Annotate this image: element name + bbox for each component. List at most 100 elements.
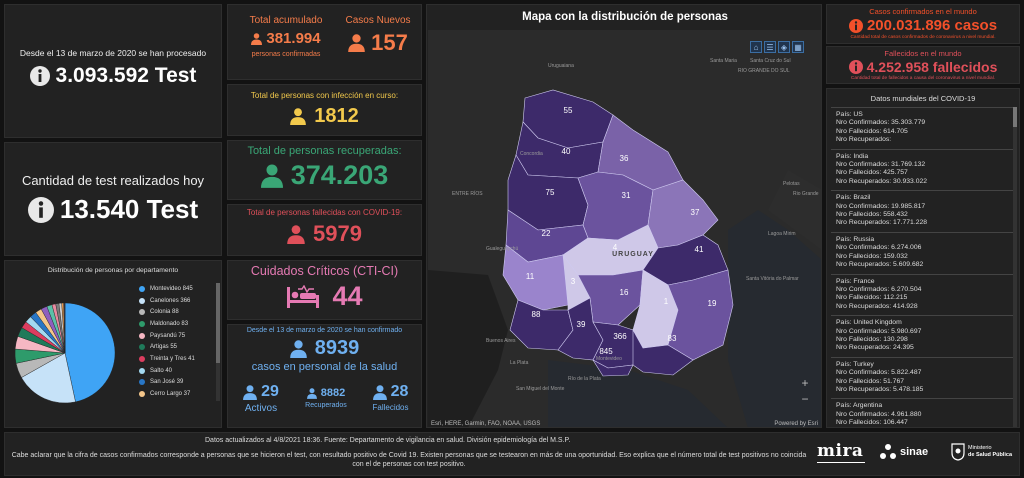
legend-swatch: [139, 285, 145, 292]
country-fall: Nro Fallecidos: 51.767: [836, 377, 905, 385]
legend-item[interactable]: Canelones 366: [139, 295, 215, 307]
world-list-title: Datos mundiales del COVID-19: [870, 94, 976, 103]
department-montevideo[interactable]: [592, 359, 634, 377]
department-value-label: 11: [526, 272, 535, 281]
legend-swatch: [139, 309, 145, 316]
health-staff-active-label: Activos: [244, 403, 278, 414]
country-rec: Nro Recuperados: 5.609.682: [836, 261, 924, 269]
msp-logo: Ministerio de Salud Pública: [951, 443, 1012, 461]
country-entry[interactable]: País: United Kingdom Nro Confirmados: 5.9…: [831, 316, 1013, 358]
department-value-label: 845: [599, 347, 613, 356]
person-icon: [290, 108, 307, 125]
country-rec: Nro Recuperados:: [836, 136, 892, 144]
cases-total-label: Total acumulado: [249, 15, 323, 26]
pie-slice-montevideo[interactable]: [64, 302, 116, 403]
person-icon: [260, 163, 283, 188]
country-rec: Nro Recuperados: 17.771.228: [836, 219, 928, 227]
country-conf: Nro Confirmados: 5.980.697: [836, 327, 922, 335]
legend-swatch: [139, 367, 145, 374]
health-staff-deaths-value: 28: [390, 383, 409, 400]
department-value-label: 55: [564, 106, 573, 115]
legend-item[interactable]: Colonia 88: [139, 306, 215, 318]
department-value-label: 75: [546, 188, 555, 197]
department-value-label: 16: [620, 288, 629, 297]
health-staff-recovered-label: Recuperados: [305, 402, 347, 409]
legend-item[interactable]: Artigas 55: [139, 341, 215, 353]
country-pais: País: US: [836, 111, 863, 118]
country-entry[interactable]: País: Brazil Nro Confirmados: 19.985.817 N…: [831, 191, 1013, 233]
country-conf: Nro Confirmados: 35.303.779: [836, 119, 926, 127]
zoom-out-button[interactable]: −: [801, 392, 809, 406]
country-rec: Nro Recuperados: 5.478.185: [836, 385, 924, 393]
active-cases-row: 1812: [228, 105, 421, 128]
country-entry[interactable]: País: Turkey Nro Confirmados: 5.822.487 Nr…: [831, 358, 1013, 400]
country-pais: País: India: [836, 152, 869, 160]
home-icon[interactable]: ⌂: [750, 41, 762, 53]
department-pie-chart: [14, 302, 116, 404]
world-deaths-row: 4.252.958 fallecidos: [827, 59, 1019, 75]
uruguay-map[interactable]: 55 40 36 75 31 37 22 4 41 11 3 16 1 19 88 39 366 83 845 UR…: [428, 30, 822, 428]
person-icon: [287, 224, 305, 244]
cases-new-value: 157: [371, 30, 408, 55]
place-label: Uruguaiana: [548, 63, 574, 69]
country-entry[interactable]: País: India Nro Confirmados: 31.769.132 Nr…: [831, 150, 1013, 192]
health-staff-total: 8939: [314, 337, 360, 359]
world-list-scrollbar[interactable]: [1013, 107, 1017, 427]
deaths-label: Total de personas fallecidas con COVID-1…: [246, 208, 403, 217]
world-deaths-label: Fallecidos en el mundo: [884, 49, 962, 58]
country-fall: Nro Fallecidos: 614.705: [836, 127, 908, 135]
recovered-value: 374.203: [290, 160, 389, 190]
country-fall: Nro Fallecidos: 558.432: [836, 211, 908, 219]
cases-total-panel: Total acumulado 381.994 personas confirm…: [227, 4, 422, 80]
list-icon[interactable]: ☰: [764, 41, 776, 53]
basemap-icon[interactable]: ▦: [792, 41, 804, 53]
country-entry[interactable]: País: France Nro Confirmados: 6.270.504 Nr…: [831, 275, 1013, 317]
department-rocha[interactable]: [667, 269, 734, 361]
country-entry[interactable]: País: US Nro Confirmados: 35.303.779 Nro F…: [831, 108, 1013, 150]
legend-label: Montevideo 845: [150, 285, 193, 292]
world-cases-row: 200.031.896 casos: [827, 17, 1019, 34]
hospital-bed-icon: [287, 284, 320, 308]
department-value-label: 3: [571, 277, 576, 286]
legend-item[interactable]: Paysandú 75: [139, 330, 215, 342]
country-pais: País: Argentina: [836, 402, 883, 410]
health-staff-label: casos en personal de la salud: [251, 361, 398, 373]
pie-slice-canelones[interactable]: [21, 352, 76, 404]
deaths-row: 5979: [228, 221, 421, 247]
department-value-label: 39: [577, 320, 586, 329]
map-panel[interactable]: Mapa con la distribución de personas: [426, 4, 822, 428]
country-pais: País: France: [836, 277, 875, 285]
department-value-label: 40: [562, 147, 571, 156]
legend-item[interactable]: Cerro Largo 37: [139, 388, 215, 400]
health-staff-total-row: 8939: [228, 337, 421, 360]
legend-label: Treinta y Tres 41: [150, 355, 195, 362]
world-deaths-sub: Cantidad total de fallecidos a causa del…: [850, 76, 996, 81]
country-entry[interactable]: País: Russia Nro Confirmados: 6.274.006 Nr…: [831, 233, 1013, 275]
health-staff-deaths: 28 Fallecidos: [363, 383, 418, 412]
health-staff-active-row: 29: [236, 383, 286, 401]
place-label: Gualeguaychú: [486, 246, 518, 252]
country-entry[interactable]: País: Argentina Nro Confirmados: 4.961.88…: [831, 399, 1013, 427]
legend-item[interactable]: Salto 40: [139, 365, 215, 377]
legend-item[interactable]: Maldonado 83: [139, 318, 215, 330]
cases-new-block: Casos Nuevos 157: [338, 15, 418, 56]
msp-logo-line2: de Salud Pública: [968, 452, 1013, 458]
legend-label: Maldonado 83: [150, 320, 189, 327]
legend-scrollbar[interactable]: [216, 283, 220, 401]
legend-item[interactable]: San José 39: [139, 377, 215, 389]
legend-item[interactable]: Montevideo 845: [139, 283, 215, 295]
department-shapes[interactable]: [502, 89, 734, 377]
department-maldonado[interactable]: [632, 328, 694, 376]
layers-icon[interactable]: ◈: [778, 41, 790, 53]
place-label: Pelotas: [783, 181, 800, 187]
world-country-list[interactable]: País: US Nro Confirmados: 35.303.779 Nro F…: [831, 107, 1013, 427]
recovered-row: 374.203: [228, 160, 421, 191]
cases-total-sub: personas confirmadas: [251, 51, 321, 58]
active-cases-value: 1812: [314, 105, 359, 127]
department-chart-title: Distribución de personas por departament…: [47, 267, 179, 274]
tests-today-label: Cantidad de test realizados hoy: [21, 173, 205, 188]
cases-new-label: Casos Nuevos: [345, 15, 411, 26]
zoom-in-button[interactable]: +: [801, 376, 809, 390]
deaths-panel: Total de personas fallecidas con COVID-1…: [227, 204, 422, 256]
legend-item[interactable]: Treinta y Tres 41: [139, 353, 215, 365]
